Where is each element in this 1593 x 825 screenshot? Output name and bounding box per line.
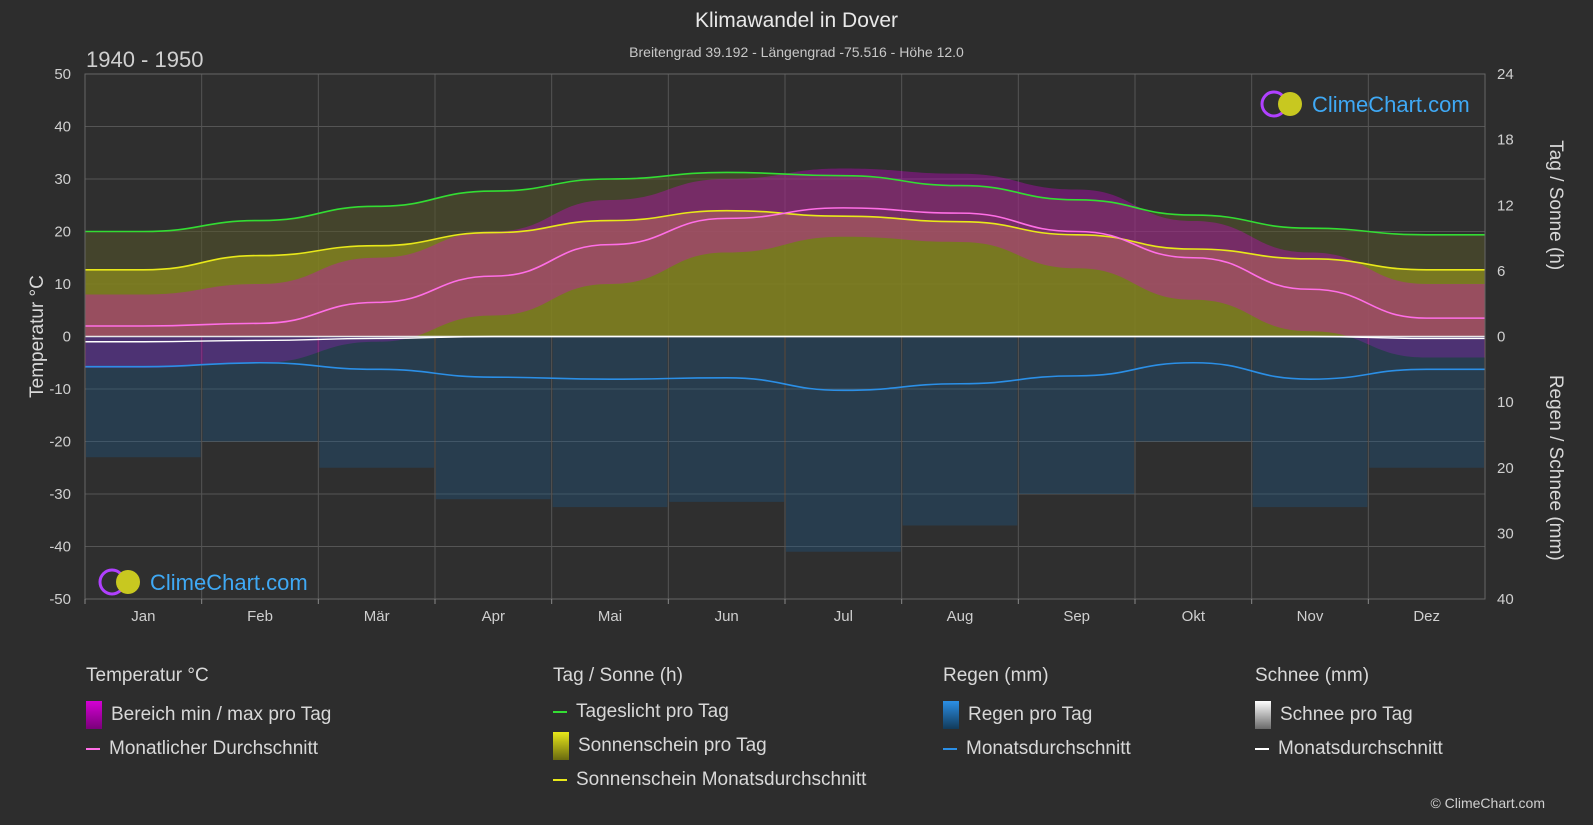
logo-sun-icon — [1278, 92, 1302, 116]
line-swatch-icon — [943, 747, 957, 750]
y-tick-label-right: 10 — [1497, 394, 1514, 411]
line-swatch-icon — [553, 710, 567, 713]
legend-title: Schnee (mm) — [1255, 665, 1370, 686]
rain-bar — [1019, 336, 1134, 494]
legend-label: Sonnenschein Monatsdurchschnitt — [576, 769, 867, 790]
y-tick-label-right: 18 — [1497, 132, 1514, 149]
legend-item: Regen pro Tag — [943, 701, 1131, 729]
snow-swatch-icon — [1255, 701, 1271, 729]
x-tick-label: Okt — [1182, 608, 1206, 625]
legend-label: Monatsdurchschnitt — [1278, 738, 1443, 759]
left-axis-title: Temperatur °C — [27, 275, 48, 398]
right-axis-title-bottom: Regen / Schnee (mm) — [1545, 375, 1566, 561]
chart-title: Klimawandel in Dover — [694, 9, 899, 32]
y-tick-label-left: 30 — [54, 171, 71, 188]
y-tick-label-right: 0 — [1497, 329, 1505, 346]
y-tick-label-left: -40 — [49, 539, 71, 556]
copyright: © ClimeChart.com — [1430, 795, 1545, 811]
legend-item: Sonnenschein Monatsdurchschnitt — [553, 769, 866, 791]
y-tick-label-right: 24 — [1497, 66, 1514, 83]
rain-avg-line — [85, 361, 1485, 392]
y-tick-label-left: -50 — [49, 591, 71, 608]
y-tick-label-left: 40 — [54, 119, 71, 136]
x-tick-label: Jan — [131, 608, 155, 625]
chart-subtitle: Breitengrad 39.192 - Längengrad -75.516 … — [629, 44, 964, 60]
legend-label: Schnee pro Tag — [1280, 704, 1413, 726]
y-tick-label-left: 50 — [54, 66, 71, 83]
legend-group-sun: Tag / Sonne (h) Tageslicht pro Tag Sonne… — [553, 665, 866, 791]
logo-sun-icon — [116, 570, 140, 594]
rain-bar — [202, 336, 318, 442]
legend-label: Regen pro Tag — [968, 704, 1093, 726]
x-tick-label: Dez — [1413, 608, 1440, 625]
legend-label: Monatsdurchschnitt — [966, 738, 1131, 759]
legend-item: Monatsdurchschnitt — [943, 738, 1131, 760]
legend-group-snow: Schnee (mm) Schnee pro Tag Monatsdurchsc… — [1255, 665, 1443, 760]
line-swatch-icon — [1255, 747, 1269, 750]
y-tick-label-right: 30 — [1497, 525, 1514, 542]
x-tick-label: Nov — [1297, 608, 1324, 625]
legend-item: Bereich min / max pro Tag — [86, 701, 331, 729]
rain-bar — [86, 336, 201, 458]
rain-bar — [786, 336, 901, 552]
rain-bar — [1252, 336, 1368, 508]
x-tick-label: Feb — [247, 608, 273, 625]
rain-bar — [1136, 336, 1251, 442]
rain-bar — [669, 336, 784, 502]
legend-label: Sonnenschein pro Tag — [578, 735, 767, 757]
legend-title: Temperatur °C — [86, 665, 209, 686]
legend-item: Tageslicht pro Tag — [553, 701, 866, 723]
rain-bar — [436, 336, 551, 500]
x-tick-label: Jul — [834, 608, 853, 625]
y-tick-label-left: 20 — [54, 224, 71, 241]
y-tick-label-right: 6 — [1497, 263, 1505, 280]
y-tick-label-left: 10 — [54, 276, 71, 293]
x-tick-label: Mär — [364, 608, 390, 625]
temp-range-band — [85, 168, 1485, 368]
y-tick-label-left: -30 — [49, 486, 71, 503]
daylight-line — [85, 171, 1485, 236]
x-tick-label: Sep — [1063, 608, 1090, 625]
y-tick-label-left: 0 — [63, 329, 71, 346]
y-tick-label-right: 40 — [1497, 591, 1514, 608]
x-tick-label: Apr — [482, 608, 505, 625]
y-tick-label-right: 20 — [1497, 460, 1514, 477]
line-swatch-icon — [86, 747, 100, 750]
legend-title: Regen (mm) — [943, 665, 1049, 686]
x-tick-label: Jun — [715, 608, 739, 625]
range-swatch-icon — [86, 701, 102, 729]
rain-swatch-icon — [943, 701, 959, 729]
legend-item: Monatlicher Durchschnitt — [86, 738, 331, 760]
rain-bar — [319, 336, 434, 468]
line-swatch-icon — [553, 778, 567, 781]
y-tick-label-right: 12 — [1497, 197, 1514, 214]
temp-avg-line — [85, 207, 1485, 327]
brand-text-top: ClimeChart.com — [1312, 92, 1470, 117]
y-tick-label-left: -10 — [49, 381, 71, 398]
brand-text-bottom: ClimeChart.com — [150, 570, 308, 595]
legend-title: Tag / Sonne (h) — [553, 665, 683, 686]
brand-logo-bottom: ClimeChart.com — [96, 566, 396, 603]
x-tick-label: Mai — [598, 608, 622, 625]
rain-bar — [902, 336, 1018, 526]
right-axis-title-top: Tag / Sonne (h) — [1545, 140, 1566, 270]
rain-bar — [1369, 336, 1484, 468]
x-tick-label: Aug — [947, 608, 974, 625]
brand-logo-top: ClimeChart.com — [1258, 88, 1558, 125]
legend-label: Bereich min / max pro Tag — [111, 704, 332, 726]
legend-item: Schnee pro Tag — [1255, 701, 1443, 729]
legend-group-temperature: Temperatur °C Bereich min / max pro Tag … — [86, 665, 331, 760]
legend-label: Tageslicht pro Tag — [576, 701, 729, 722]
snow-avg-line — [85, 335, 1485, 343]
legend-group-rain: Regen (mm) Regen pro Tag Monatsdurchschn… — [943, 665, 1131, 760]
legend-item: Monatsdurchschnitt — [1255, 738, 1443, 760]
legend-label: Monatlicher Durchschnitt — [109, 738, 319, 759]
rain-bar — [552, 336, 668, 508]
y-tick-label-left: -20 — [49, 434, 71, 451]
period-label: 1940 - 1950 — [86, 47, 204, 72]
sunshine-swatch-icon — [553, 732, 569, 760]
legend-item: Sonnenschein pro Tag — [553, 732, 866, 760]
